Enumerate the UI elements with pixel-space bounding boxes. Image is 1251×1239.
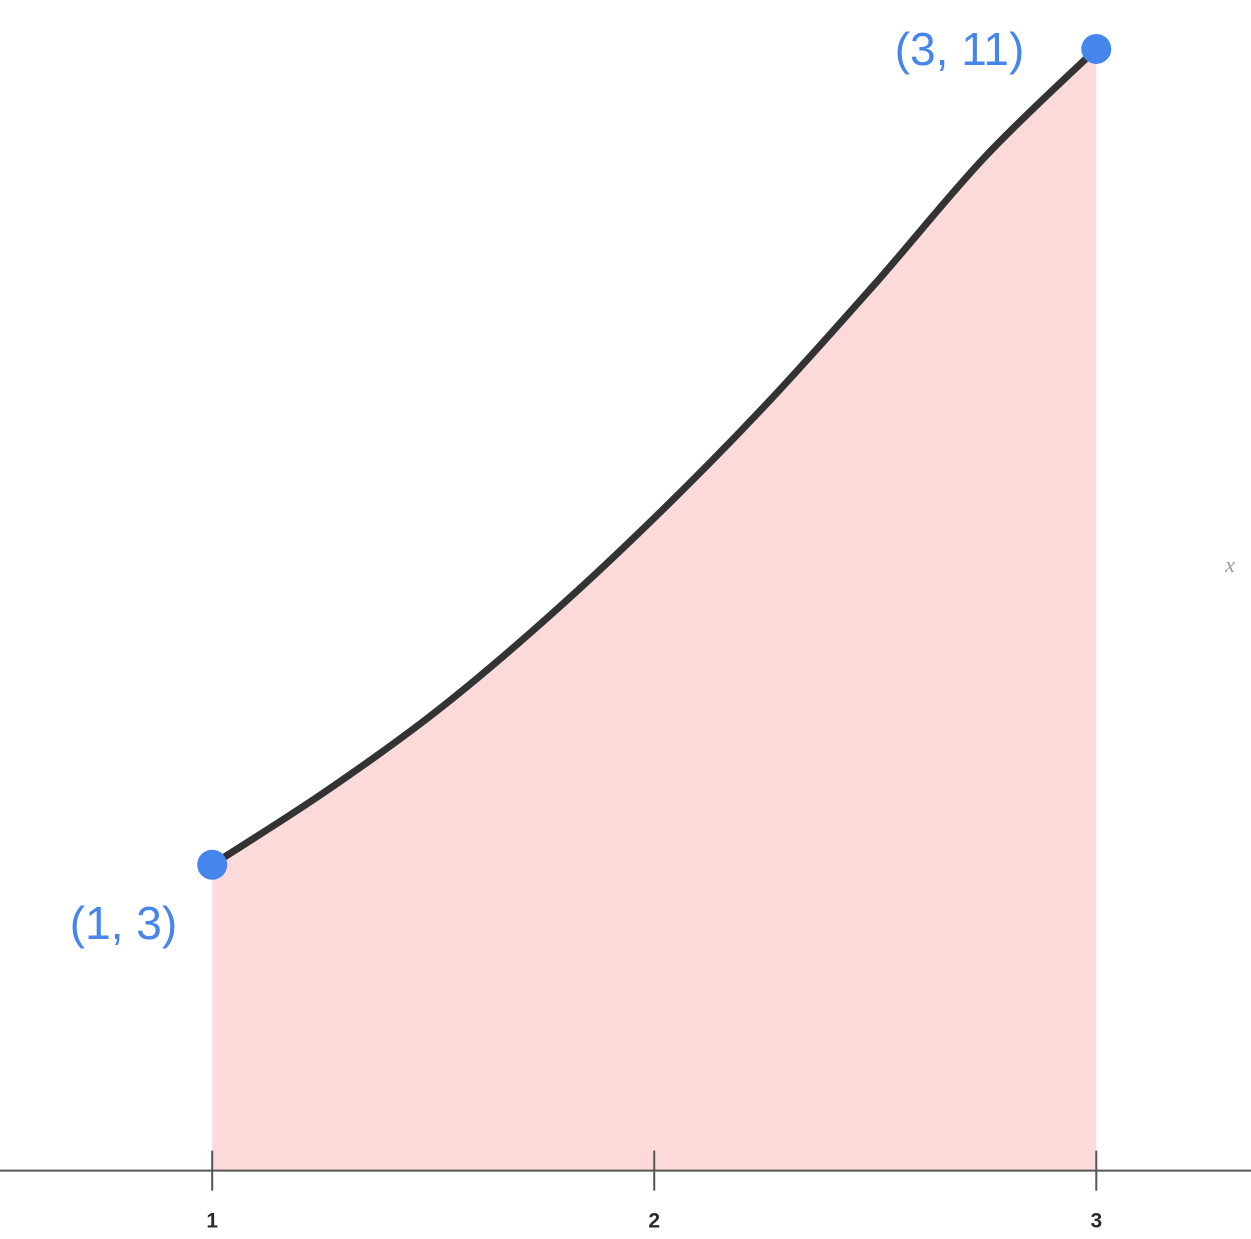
- x-axis: [0, 1150, 1251, 1191]
- labels-layer: 1 2 3 (1, 3) (3, 11): [70, 23, 1102, 1233]
- point-label: (3, 11): [895, 23, 1025, 75]
- point-label: (1, 3): [70, 897, 177, 949]
- curve-layer: [208, 45, 1100, 869]
- points-layer: [197, 33, 1112, 880]
- x-tick-label: 1: [206, 1210, 218, 1233]
- x-tick-label: 2: [648, 1210, 660, 1233]
- shaded-area-layer: [212, 48, 1097, 1171]
- x-tick-label: 3: [1090, 1210, 1102, 1233]
- x-axis-variable-label: x: [1224, 552, 1235, 577]
- function-curve: [208, 45, 1100, 869]
- shaded-area: [212, 48, 1097, 1171]
- data-point: [1081, 33, 1112, 64]
- data-point: [197, 849, 228, 880]
